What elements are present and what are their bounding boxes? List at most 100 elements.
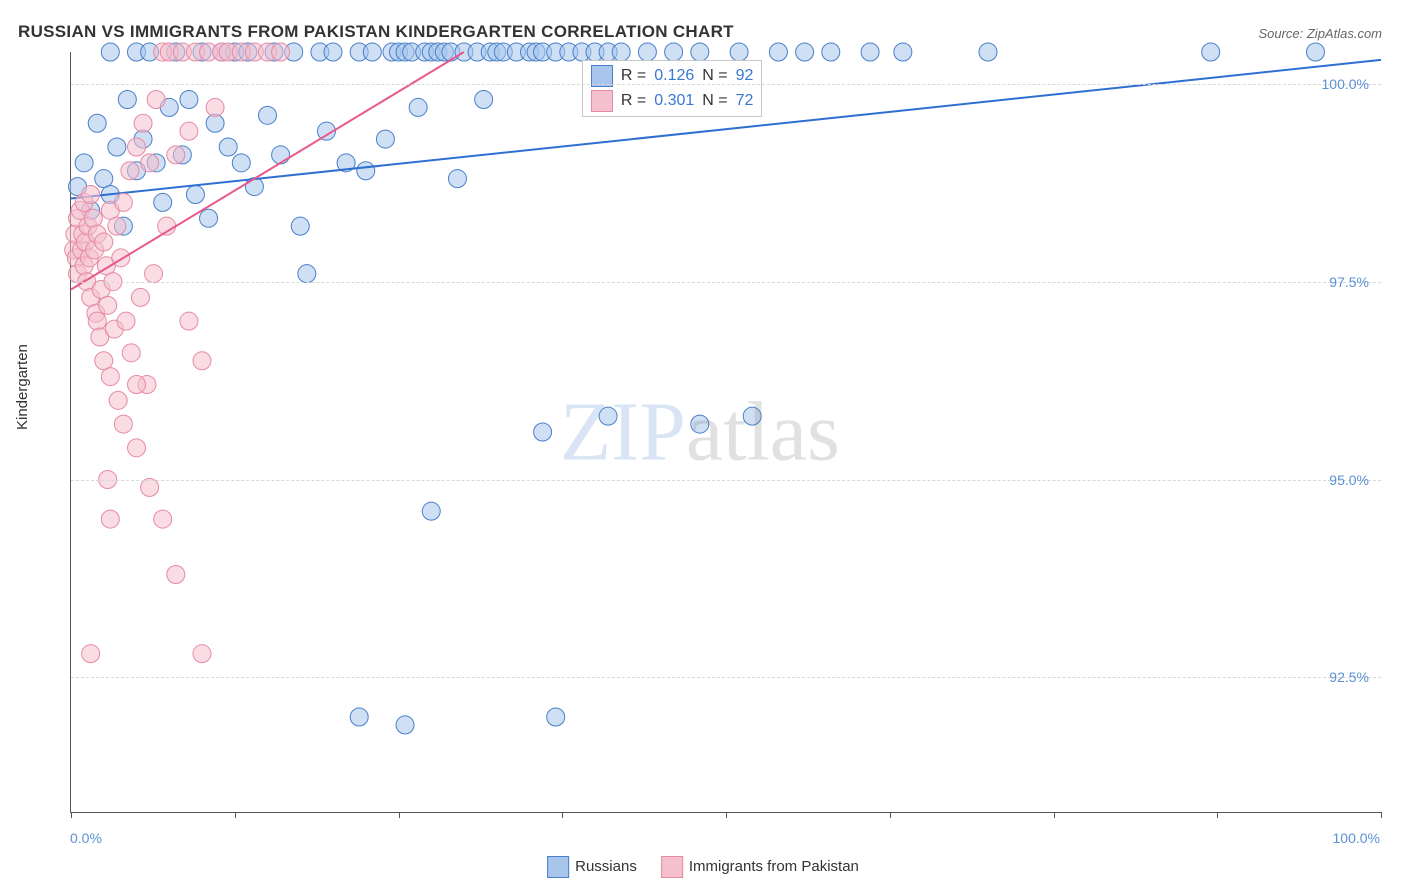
data-point xyxy=(118,91,136,109)
data-point xyxy=(101,43,119,61)
data-point xyxy=(638,43,656,61)
data-point xyxy=(193,645,211,663)
x-tick-label-left: 0.0% xyxy=(70,830,102,846)
data-point xyxy=(396,716,414,734)
data-point xyxy=(141,478,159,496)
x-tick xyxy=(890,812,891,818)
data-point xyxy=(141,154,159,172)
plot-area: ZIPatlas R = 0.126 N = 92 R = 0.301 N = … xyxy=(70,52,1381,813)
stats-r-label-1: R = xyxy=(621,67,646,85)
data-point xyxy=(665,43,683,61)
data-point xyxy=(357,162,375,180)
data-point xyxy=(1202,43,1220,61)
y-tick-label: 100.0% xyxy=(1322,76,1369,92)
data-point xyxy=(691,43,709,61)
legend-swatch-pakistan xyxy=(661,856,683,878)
data-point xyxy=(128,376,146,394)
data-point xyxy=(193,352,211,370)
data-point xyxy=(75,154,93,172)
data-point xyxy=(95,170,113,188)
data-point xyxy=(272,43,290,61)
data-point xyxy=(324,43,342,61)
data-point xyxy=(154,510,172,528)
data-point xyxy=(730,43,748,61)
gridline-h xyxy=(71,282,1381,283)
data-point xyxy=(121,162,139,180)
stats-n-label-1: N = xyxy=(702,67,727,85)
correlation-stats-box: R = 0.126 N = 92 R = 0.301 N = 72 xyxy=(582,60,763,117)
data-point xyxy=(534,423,552,441)
stats-n-label-2: N = xyxy=(702,92,727,110)
data-point xyxy=(894,43,912,61)
data-point xyxy=(769,43,787,61)
legend: Russians Immigrants from Pakistan xyxy=(547,856,859,878)
data-point xyxy=(409,98,427,116)
data-point xyxy=(350,708,368,726)
data-point xyxy=(95,352,113,370)
data-point xyxy=(122,344,140,362)
data-point xyxy=(448,170,466,188)
data-point xyxy=(1307,43,1325,61)
data-point xyxy=(422,502,440,520)
data-point xyxy=(180,91,198,109)
data-point xyxy=(219,138,237,156)
x-tick xyxy=(1381,812,1382,818)
data-point xyxy=(95,233,113,251)
stats-n-value-2: 72 xyxy=(736,92,754,110)
data-point xyxy=(822,43,840,61)
data-point xyxy=(743,407,761,425)
y-axis-title: Kindergarten xyxy=(14,344,31,430)
data-point xyxy=(108,217,126,235)
data-point xyxy=(134,114,152,132)
x-tick xyxy=(1217,812,1218,818)
data-point xyxy=(154,193,172,211)
data-point xyxy=(475,91,493,109)
stats-swatch-pakistan xyxy=(591,90,613,112)
data-point xyxy=(200,209,218,227)
data-point xyxy=(82,186,100,204)
data-point xyxy=(101,510,119,528)
source-label: Source: ZipAtlas.com xyxy=(1258,26,1382,41)
data-point xyxy=(547,708,565,726)
legend-item-pakistan: Immigrants from Pakistan xyxy=(661,856,859,878)
data-point xyxy=(131,288,149,306)
legend-label-pakistan: Immigrants from Pakistan xyxy=(689,858,859,875)
x-tick xyxy=(71,812,72,818)
x-tick xyxy=(399,812,400,818)
data-point xyxy=(363,43,381,61)
data-point xyxy=(298,265,316,283)
data-point xyxy=(167,566,185,584)
x-tick xyxy=(235,812,236,818)
data-point xyxy=(861,43,879,61)
data-point xyxy=(109,391,127,409)
data-point xyxy=(88,312,106,330)
data-point xyxy=(99,296,117,314)
data-point xyxy=(180,312,198,330)
y-tick-label: 97.5% xyxy=(1329,274,1369,290)
stats-r-value-2: 0.301 xyxy=(654,92,694,110)
data-point xyxy=(272,146,290,164)
x-tick-label-right: 100.0% xyxy=(1333,830,1380,846)
data-point xyxy=(376,130,394,148)
data-point xyxy=(206,98,224,116)
data-point xyxy=(599,407,617,425)
gridline-h xyxy=(71,84,1381,85)
data-point xyxy=(147,91,165,109)
data-point xyxy=(186,186,204,204)
data-point xyxy=(84,209,102,227)
data-point xyxy=(114,193,132,211)
gridline-h xyxy=(71,480,1381,481)
x-tick xyxy=(726,812,727,818)
stats-n-value-1: 92 xyxy=(736,67,754,85)
data-point xyxy=(117,312,135,330)
data-point xyxy=(128,138,146,156)
x-tick xyxy=(562,812,563,818)
data-point xyxy=(167,146,185,164)
gridline-h xyxy=(71,677,1381,678)
data-point xyxy=(128,439,146,457)
data-point xyxy=(291,217,309,235)
legend-swatch-russians xyxy=(547,856,569,878)
stats-r-value-1: 0.126 xyxy=(654,67,694,85)
data-point xyxy=(101,368,119,386)
data-point xyxy=(612,43,630,61)
